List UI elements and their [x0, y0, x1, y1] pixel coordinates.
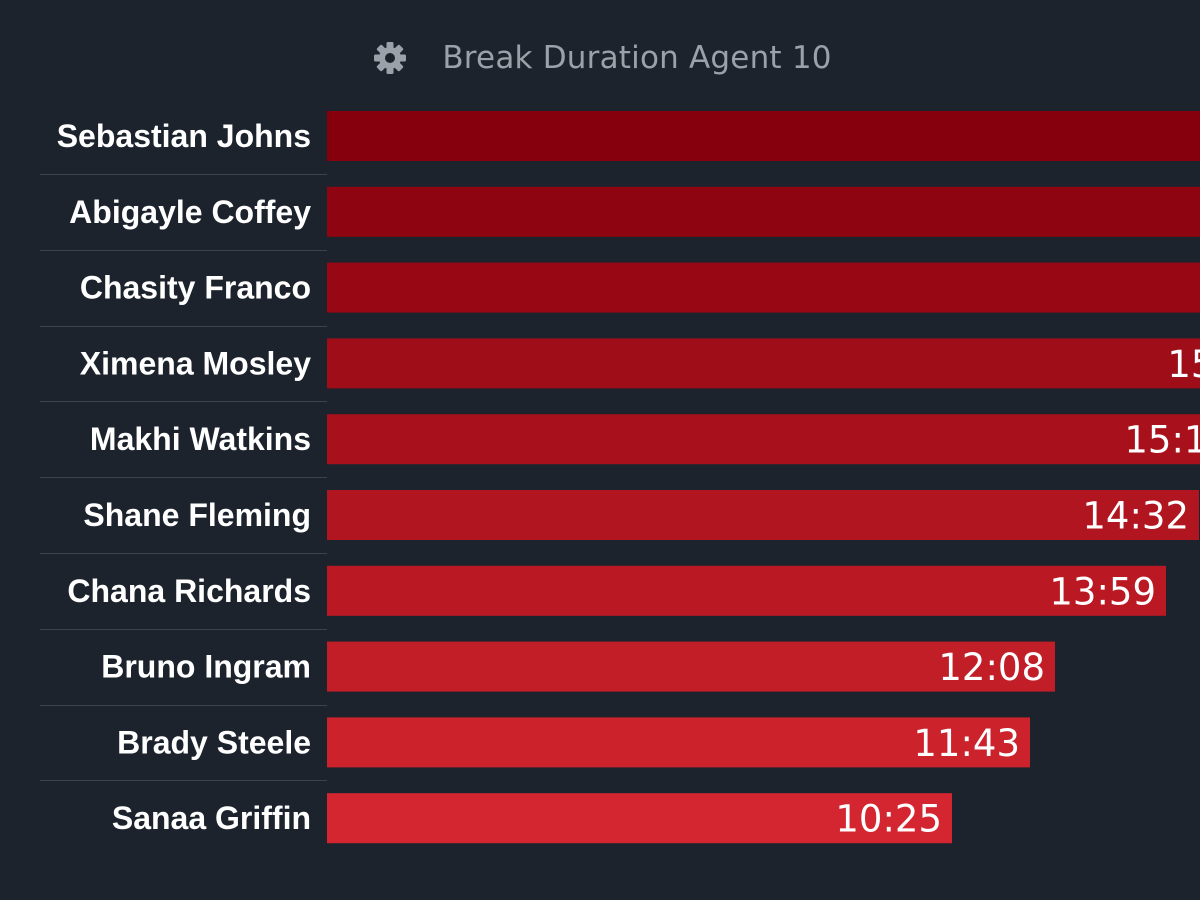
- value-label: 15:14: [1124, 419, 1200, 462]
- category-label: Chasity Franco: [80, 270, 311, 306]
- bar[interactable]: [327, 717, 1030, 768]
- category-label: Abigayle Coffey: [69, 194, 311, 230]
- gear-icon[interactable]: [372, 40, 408, 76]
- category-label: Shane Fleming: [83, 497, 311, 533]
- bar[interactable]: [327, 490, 1199, 540]
- value-label: 13:59: [1049, 570, 1156, 613]
- category-label: Sanaa Griffin: [112, 800, 311, 836]
- bar[interactable]: [327, 338, 1200, 389]
- category-label: Ximena Mosley: [80, 345, 311, 381]
- bar[interactable]: [327, 565, 1166, 616]
- category-label: Chana Richards: [67, 573, 311, 609]
- bar[interactable]: [327, 111, 1200, 161]
- bar[interactable]: [327, 641, 1055, 692]
- bar[interactable]: [327, 414, 1200, 465]
- value-label: 10:25: [835, 798, 942, 841]
- bar[interactable]: [327, 186, 1200, 237]
- bar[interactable]: [327, 262, 1200, 313]
- value-label: 12:08: [938, 646, 1045, 689]
- value-label: 11:43: [913, 722, 1020, 765]
- chart-header: Break Duration Agent 10: [0, 36, 1200, 80]
- bar[interactable]: [327, 793, 952, 844]
- value-label: 15:57: [1167, 343, 1200, 386]
- value-label: 14:32: [1082, 495, 1189, 538]
- category-label: Brady Steele: [117, 724, 311, 760]
- category-label: Bruno Ingram: [101, 649, 311, 685]
- chart-title: Break Duration Agent 10: [442, 40, 832, 76]
- category-label: Sebastian Johns: [57, 118, 311, 154]
- category-label: Makhi Watkins: [90, 421, 311, 457]
